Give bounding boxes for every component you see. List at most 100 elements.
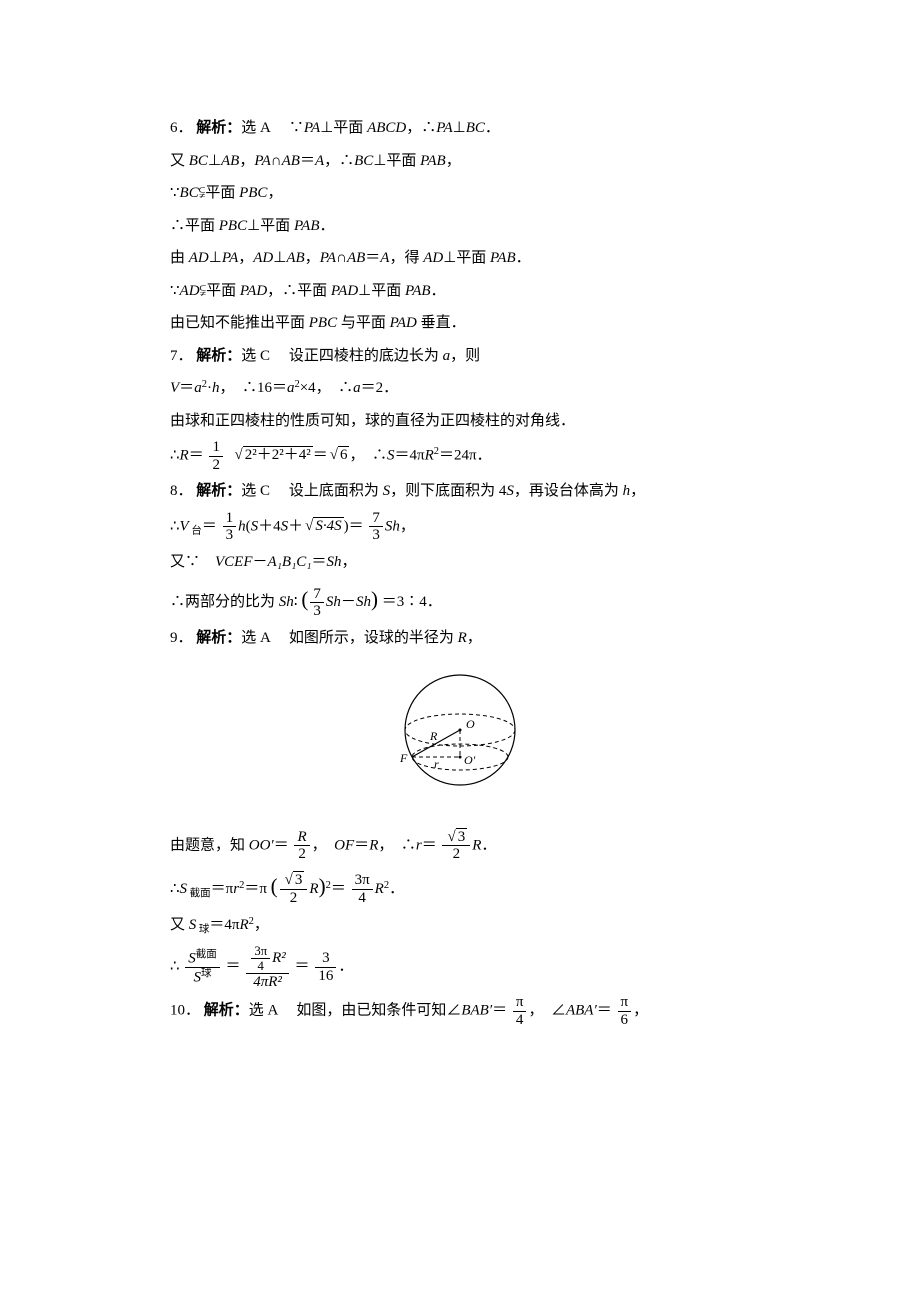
t: Sh — [326, 594, 341, 610]
q6-t1g: ⊥ — [453, 120, 466, 136]
t: AB — [221, 153, 239, 169]
t: ， — [467, 630, 482, 646]
t: PA — [320, 250, 336, 266]
t: S — [383, 483, 391, 499]
t: ⊥ — [273, 250, 286, 266]
t: ＝4π — [209, 917, 239, 933]
t: ∩ — [336, 250, 347, 266]
den: 2 — [294, 845, 309, 863]
den: 6 — [618, 1011, 632, 1029]
den: 3 — [223, 526, 237, 544]
t: ． — [481, 837, 496, 853]
t: PAD — [390, 315, 417, 331]
t: 垂直． — [417, 315, 466, 331]
t: ， — [254, 917, 269, 933]
q6-head: 6． — [170, 120, 193, 136]
q7-ans-choice: 选 C — [241, 348, 270, 364]
fraction: 73 — [369, 510, 383, 544]
t: ＝ — [422, 837, 437, 853]
t: 平面 — [205, 185, 239, 201]
t: )＝ — [344, 518, 364, 534]
t: ∶ — [294, 594, 298, 610]
t: ＝2． — [361, 380, 399, 396]
t: h — [623, 483, 631, 499]
t: PAB — [490, 250, 516, 266]
num: 3π — [352, 872, 373, 889]
t: ． — [516, 250, 531, 266]
q9-figure: O O′ F R r — [170, 660, 750, 821]
t: ， ∴16＝ — [219, 380, 287, 396]
q9-line4: 又 S 球＝4πR2， — [170, 911, 750, 940]
num: 7 — [310, 586, 324, 603]
num: π — [618, 994, 632, 1011]
label-Oprime: O′ — [464, 753, 476, 767]
t: a — [353, 380, 361, 396]
sqrt: S·4S — [303, 512, 343, 541]
q8-line3: 又∵ VCEF－A₁B₁C₁＝Sh， — [170, 548, 750, 577]
t: R — [375, 881, 384, 897]
q9-line1: 9． 解析：选 A 如图所示，设球的半径为 R， — [170, 624, 750, 653]
t: ＝ — [492, 1003, 507, 1019]
q6-line2: 又 BC⊥AB，PA∩AB＝A，∴BC⊥平面 PAB， — [170, 147, 750, 176]
t: ， — [342, 554, 357, 570]
t: ∴ — [170, 959, 180, 975]
q9-ans-choice: 选 A — [241, 630, 270, 646]
t: ⊥平面 — [358, 283, 405, 299]
fraction: 3π4 — [352, 872, 373, 906]
rad: 3 — [456, 828, 468, 845]
t: ， — [400, 518, 415, 534]
sqrt: 2²＋2²＋4² — [232, 441, 312, 470]
t: ＝ — [300, 153, 315, 169]
q6-ans-label: 解析： — [196, 120, 241, 136]
t: h — [238, 518, 246, 534]
q9-ans-label: 解析： — [196, 630, 241, 646]
den: 2 — [280, 889, 308, 907]
t: ∴ — [170, 881, 180, 897]
fraction: π4 — [513, 994, 527, 1028]
den: 16 — [315, 967, 336, 985]
t: ＝ — [295, 959, 310, 975]
den: 2 — [442, 845, 470, 863]
q6-t1c: ⊥平面 — [320, 120, 367, 136]
t: R — [472, 837, 481, 853]
t: 由已知不能推出平面 — [170, 315, 309, 331]
t: ＋ — [288, 518, 303, 534]
fraction: π6 — [618, 994, 632, 1028]
t: ABA′ — [566, 1003, 597, 1019]
t: Sh — [356, 594, 371, 610]
t: ⊥平面 — [247, 218, 294, 234]
fraction: S截面 S球 — [185, 949, 220, 986]
t: ． — [431, 283, 446, 299]
t: ＝4π — [394, 447, 424, 463]
t: 又∵ — [170, 554, 215, 570]
t: ⊥平面 — [373, 153, 420, 169]
t: PAB — [294, 218, 320, 234]
rad: 2²＋2²＋4² — [243, 446, 313, 463]
num: 7 — [369, 510, 383, 527]
q6-ans-choice: 选 A — [241, 120, 270, 136]
t: 球 — [201, 968, 212, 979]
rad: 3 — [293, 871, 305, 888]
t: ∵ — [170, 185, 180, 201]
num: π — [513, 994, 527, 1011]
rad: S·4S — [313, 517, 343, 534]
subsetneq-icon: ⫋ — [199, 179, 206, 208]
q7-head: 7． — [170, 348, 193, 364]
t: OF — [334, 837, 354, 853]
t: ， — [238, 250, 253, 266]
t: ∴ — [170, 518, 180, 534]
fraction: 32 — [280, 872, 308, 906]
q6-line3: ∵BC⫋平面 PBC， — [170, 179, 750, 208]
t: ， ∠ — [528, 1003, 566, 1019]
t: ，∴ — [324, 153, 354, 169]
t: A₁B₁C₁ — [268, 554, 312, 570]
t: AD — [423, 250, 443, 266]
t: PAB — [420, 153, 446, 169]
page: 6． 解析：选 A ∵PA⊥平面 ABCD，∴PA⊥BC． 又 BC⊥AB，PA… — [0, 0, 920, 1152]
t: AD — [253, 250, 273, 266]
fraction: 12 — [209, 439, 223, 473]
t: ⊥平面 — [443, 250, 490, 266]
t: ∩ — [271, 153, 282, 169]
q10-ans-label: 解析： — [204, 1003, 249, 1019]
t: PAD — [240, 283, 267, 299]
